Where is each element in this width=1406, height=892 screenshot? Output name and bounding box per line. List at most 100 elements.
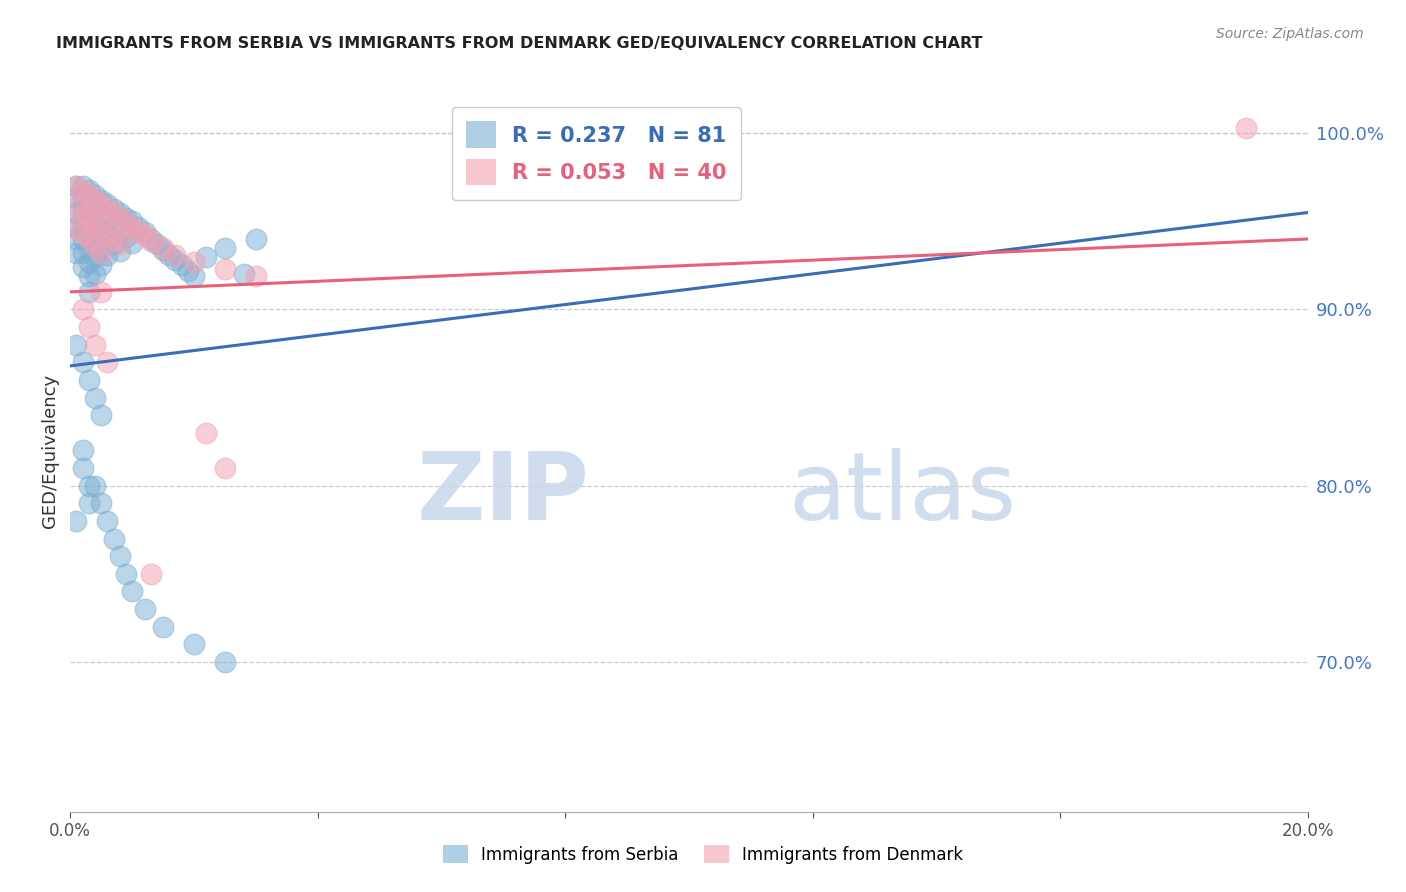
Point <box>65 221 87 235</box>
Point <box>115 211 138 225</box>
Text: IMMIGRANTS FROM SERBIA VS IMMIGRANTS FROM DENMARK GED/EQUIVALENCY CORRELATION CH: IMMIGRANTS FROM SERBIA VS IMMIGRANTS FRO… <box>56 36 983 51</box>
Point <box>77 285 100 299</box>
Point <box>103 237 125 252</box>
Point <box>108 237 131 252</box>
Point <box>77 268 100 283</box>
Point <box>90 246 112 260</box>
Point <box>165 248 187 262</box>
Point <box>77 255 100 269</box>
Point <box>77 496 100 510</box>
Point <box>90 285 112 299</box>
Point <box>65 179 87 194</box>
Point <box>65 200 87 214</box>
Point <box>72 461 94 475</box>
Point <box>121 235 143 250</box>
Legend: R = 0.237   N = 81, R = 0.053   N = 40: R = 0.237 N = 81, R = 0.053 N = 40 <box>451 107 741 200</box>
Point <box>90 221 112 235</box>
Point <box>115 566 138 581</box>
Point <box>72 205 94 219</box>
Point <box>127 225 149 239</box>
Text: atlas: atlas <box>787 448 1017 540</box>
Point <box>84 188 107 202</box>
Point <box>72 227 94 241</box>
Point <box>96 230 118 244</box>
Point <box>72 260 94 275</box>
Point <box>214 241 236 255</box>
Point <box>96 248 118 262</box>
Point <box>72 218 94 232</box>
Point <box>90 225 112 239</box>
Point <box>103 532 125 546</box>
Point <box>90 241 112 255</box>
Point <box>65 219 87 234</box>
Point <box>90 496 112 510</box>
Point <box>108 549 131 564</box>
Point <box>77 479 100 493</box>
Point <box>96 355 118 369</box>
Point <box>65 246 87 260</box>
Point <box>84 250 107 264</box>
Point <box>90 209 112 223</box>
Point <box>232 267 254 281</box>
Text: ZIP: ZIP <box>418 448 591 540</box>
Point <box>195 250 218 264</box>
Point <box>77 320 100 334</box>
Point <box>103 219 125 234</box>
Point <box>65 514 87 528</box>
Point <box>115 230 138 244</box>
Point <box>84 202 107 216</box>
Point <box>165 253 187 268</box>
Point <box>72 232 94 246</box>
Point <box>84 337 107 351</box>
Point <box>72 183 94 197</box>
Point <box>77 373 100 387</box>
Point <box>65 337 87 351</box>
Point <box>96 212 118 227</box>
Point <box>72 302 94 317</box>
Point <box>214 655 236 669</box>
Point <box>157 248 180 262</box>
Point <box>65 205 87 219</box>
Point <box>108 205 131 219</box>
Point <box>139 234 162 248</box>
Point <box>134 228 156 243</box>
Point <box>121 584 143 599</box>
Point <box>139 566 162 581</box>
Point <box>96 227 118 241</box>
Y-axis label: GED/Equivalency: GED/Equivalency <box>41 374 59 527</box>
Point <box>77 211 100 225</box>
Point <box>108 244 131 259</box>
Point <box>96 514 118 528</box>
Legend: Immigrants from Serbia, Immigrants from Denmark: Immigrants from Serbia, Immigrants from … <box>436 838 970 871</box>
Point <box>103 232 125 246</box>
Point <box>72 203 94 218</box>
Point <box>1234 120 1257 135</box>
Point <box>121 214 143 228</box>
Point <box>139 232 162 246</box>
Point <box>245 268 267 283</box>
Point <box>84 267 107 281</box>
Point <box>77 225 100 239</box>
Point <box>103 202 125 216</box>
Point <box>134 225 156 239</box>
Point <box>121 219 143 234</box>
Point <box>214 262 236 277</box>
Point <box>245 232 267 246</box>
Point <box>108 225 131 239</box>
Point <box>183 637 205 651</box>
Point <box>170 259 193 273</box>
Point <box>152 241 174 255</box>
Point <box>65 232 87 246</box>
Point <box>84 234 107 248</box>
Point <box>134 602 156 616</box>
Point <box>72 443 94 458</box>
Point <box>77 241 100 255</box>
Point <box>77 211 100 225</box>
Point <box>115 216 138 230</box>
Point <box>77 188 100 202</box>
Point <box>152 620 174 634</box>
Point <box>84 391 107 405</box>
Point <box>84 479 107 493</box>
Point <box>96 202 118 216</box>
Point <box>90 193 112 207</box>
